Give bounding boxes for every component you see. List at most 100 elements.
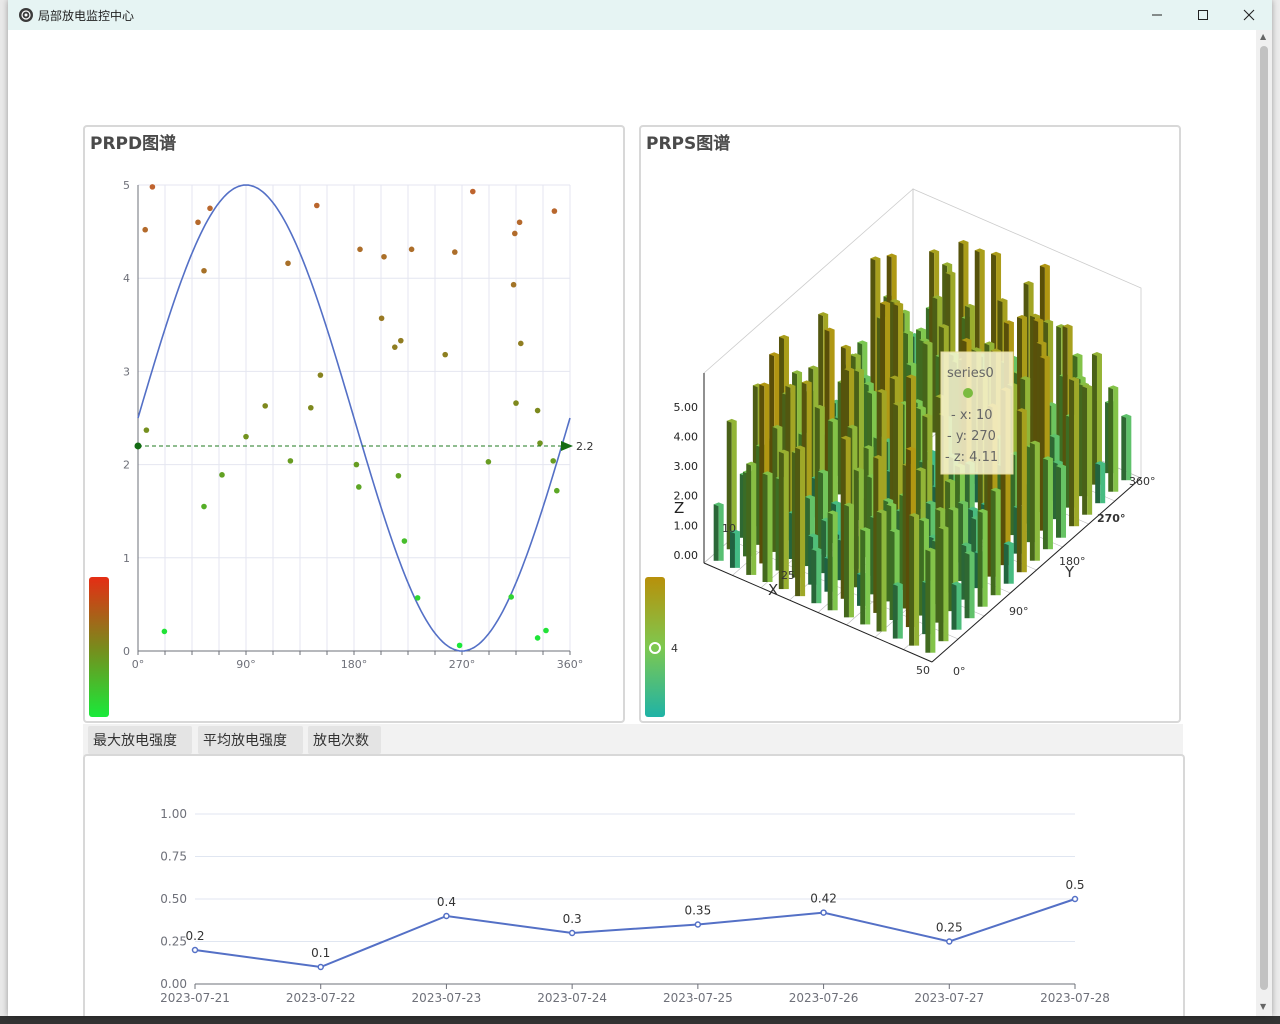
prpd-chart[interactable]: 0 1 2 3 4 5 0° 90° 180° 270° 360° 2.2: [85, 127, 623, 721]
vertical-scrollbar[interactable]: ▲ ▼: [1256, 30, 1272, 1016]
prps-bar-side: [827, 512, 833, 611]
prps-bar-top: [827, 418, 838, 423]
prps-bar: [995, 489, 1001, 596]
prps-bar-side: [1042, 458, 1048, 550]
scrollbar-thumb[interactable]: [1260, 46, 1268, 990]
prpd-point: [408, 246, 415, 253]
maximize-button[interactable]: [1180, 0, 1226, 30]
prps-bar-top: [990, 348, 1001, 353]
prps-bar-top: [919, 337, 930, 342]
prpd-point: [392, 344, 398, 350]
prps-bar-top: [860, 527, 871, 532]
prpd-point: [513, 400, 519, 406]
prps-bar-top: [1003, 541, 1014, 546]
prps-bar-side: [1062, 326, 1068, 490]
prps-bar-side: [1095, 463, 1101, 504]
prps-bar-side: [1056, 465, 1062, 538]
prpd-point: [395, 472, 402, 479]
prps-bar: [816, 549, 822, 604]
tab-discharge-count[interactable]: 放电次数: [308, 726, 381, 754]
prpd-point: [512, 230, 518, 237]
prps-bar-side: [971, 517, 977, 570]
prps-bar-side: [892, 584, 898, 639]
desktop-background-right: [1272, 0, 1280, 1024]
prps-bar-top: [905, 446, 916, 451]
prpd-point: [243, 433, 249, 440]
prps-bar-top: [778, 449, 789, 454]
prps-bar-side: [990, 489, 996, 596]
prps-bar-top: [746, 461, 757, 466]
prps-bar-top: [1030, 313, 1041, 318]
prps-bar: [1012, 384, 1018, 517]
prpd-marker-label: 2.2: [576, 440, 594, 453]
prps-bar-top: [945, 270, 956, 275]
prps-bar-top: [795, 445, 806, 450]
taskbar-edge: [0, 1016, 1280, 1024]
prps-bar-top: [958, 239, 969, 244]
prpd-point: [353, 461, 360, 468]
prps-bar-side: [958, 241, 964, 410]
tab-avg-discharge[interactable]: 平均放电强度: [198, 726, 303, 754]
prpd-point: [550, 458, 556, 464]
trend-value-label: 0.3: [563, 912, 582, 926]
prpd-point: [285, 260, 291, 267]
prps-chart[interactable]: 0.00 1.00 2.00 3.00 4.00 5.00 Z 10 25 50 X 0° 90° 180…: [641, 127, 1179, 721]
prps-bar-side: [863, 447, 869, 558]
trend-y-tick-label: 0.50: [160, 892, 187, 906]
prps-bar: [836, 502, 842, 544]
tab-max-discharge[interactable]: 最大放电强度: [88, 726, 192, 754]
close-button[interactable]: [1226, 0, 1272, 30]
trend-x-tick-label: 2023-07-28: [1040, 991, 1110, 1005]
prpd-point: [510, 281, 517, 288]
prps-bar-side: [1105, 401, 1111, 474]
trend-chart[interactable]: 0.00 0.25 0.50 0.75 1.00 2023-07-21 2023-07-22…: [85, 756, 1183, 1016]
prpd-y-tick-label: 3: [123, 365, 130, 378]
prps-bar-top: [818, 469, 829, 474]
prps-bar-top: [1016, 408, 1027, 413]
prps-x-axis: [703, 562, 933, 663]
prps-bar-side: [1003, 543, 1009, 584]
prps-bar-top: [1062, 324, 1073, 329]
prps-bar-top: [974, 248, 985, 253]
trend-point: [1071, 895, 1079, 903]
prps-bar: [881, 511, 887, 632]
prps-bar-top: [889, 528, 900, 533]
prps-visual-map: [645, 577, 665, 717]
prps-bar: [858, 469, 864, 588]
prps-bar-side: [808, 535, 814, 585]
prps-bar-top: [792, 370, 803, 375]
prps-bar-top: [997, 298, 1008, 303]
prps-bar-top: [1075, 375, 1086, 380]
prps-bar: [897, 403, 903, 553]
prpd-marker-arrow: [561, 440, 573, 451]
prps-bar-top: [808, 533, 819, 538]
prps-bar-side: [964, 552, 970, 619]
prps-bar-side: [889, 301, 895, 449]
minimize-button[interactable]: [1134, 0, 1180, 30]
prps-bar-top: [873, 454, 884, 459]
prpd-point: [401, 538, 408, 544]
prps-bar-top: [1043, 319, 1054, 324]
title-bar[interactable]: 局部放电监控中心: [8, 0, 1272, 30]
prps-bar: [914, 515, 920, 646]
prps-bar-side: [1000, 389, 1006, 566]
prps-bar-side: [1121, 415, 1127, 481]
prps-bar-side: [818, 471, 824, 555]
scroll-down-icon[interactable]: ▼: [1260, 1002, 1267, 1011]
prps-bar-side: [889, 530, 895, 620]
prps-bar-side: [974, 472, 980, 503]
prps-bar-top: [1033, 317, 1044, 322]
prps-bar-side: [713, 504, 719, 561]
prps-bar-side: [899, 494, 905, 590]
scroll-up-icon[interactable]: ▲: [1260, 32, 1267, 41]
prps-bar-side: [853, 469, 859, 588]
prpd-point: [508, 594, 514, 600]
prps-bar-top: [1042, 456, 1053, 461]
prps-bar-side: [916, 329, 922, 426]
prps-tooltip-z: - z: 4.11: [945, 450, 998, 465]
prpd-point: [485, 459, 492, 465]
prpd-marker-start: [134, 442, 142, 450]
prps-bar-top: [876, 388, 887, 393]
prps-bar-side: [752, 385, 758, 527]
prps-bar-top: [932, 295, 943, 300]
